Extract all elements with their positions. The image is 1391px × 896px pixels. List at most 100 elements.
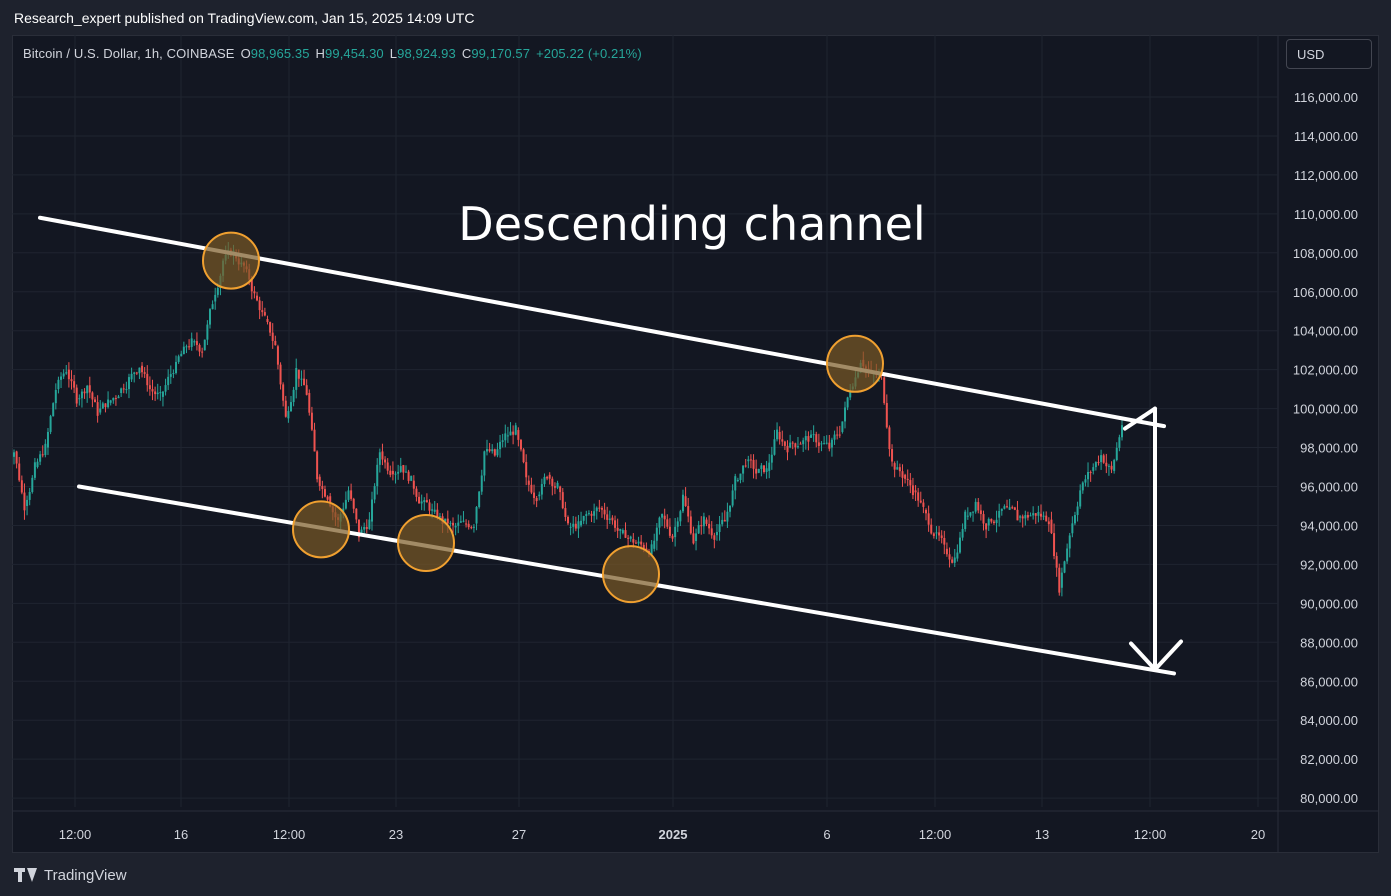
time-tick-label: 2025: [659, 827, 688, 842]
touch-highlight-top: [826, 334, 884, 393]
candle-body: [823, 443, 826, 445]
candle-body: [708, 523, 711, 529]
candle-body: [501, 440, 504, 442]
candle-body: [261, 310, 264, 313]
measure-arrow-top-cap: [1123, 406, 1157, 431]
candle-body: [953, 557, 956, 563]
candle-body: [62, 373, 65, 377]
candle-body: [1110, 465, 1113, 470]
candle-body: [914, 490, 917, 493]
candle-body: [208, 309, 211, 325]
candle-body: [415, 488, 418, 497]
candle-body: [574, 523, 577, 529]
candle-body: [1037, 511, 1040, 516]
candle-body: [378, 452, 381, 465]
candle-body: [1084, 479, 1087, 483]
channel-lines: [38, 215, 1176, 676]
candle-body: [945, 548, 948, 555]
candle-body: [410, 475, 413, 481]
candle-body: [1097, 462, 1100, 464]
candle-body: [402, 465, 405, 473]
candle-body: [681, 494, 684, 512]
touch-highlight-bottom: [292, 500, 350, 559]
candle-body: [1100, 455, 1103, 463]
candle-body: [917, 492, 920, 501]
publish-header: Research_expert published on TradingView…: [0, 0, 1391, 38]
candle-body: [810, 434, 813, 438]
candle-body: [350, 490, 353, 499]
candle-body: [253, 291, 256, 294]
legend-close: 99,170.57: [471, 46, 531, 61]
candle-body: [46, 431, 49, 448]
candle-body: [478, 491, 481, 508]
candle-body: [20, 480, 23, 493]
candle-body: [1006, 506, 1009, 508]
candle-body: [167, 376, 170, 386]
candle-body: [381, 451, 384, 460]
price-tick-label: 104,000.00: [1293, 324, 1358, 339]
candle-body: [838, 434, 841, 436]
legend-low-label: L: [389, 46, 398, 61]
candle-body: [18, 463, 21, 481]
candle-body: [642, 544, 645, 549]
candle-body: [1055, 556, 1058, 568]
candle-body: [274, 340, 277, 346]
candle-body: [621, 530, 624, 534]
candle-body: [1021, 516, 1024, 519]
candle-body: [778, 431, 781, 440]
candle-body: [930, 524, 933, 534]
candle-body: [1113, 460, 1116, 471]
candle-body: [1039, 513, 1042, 517]
currency-button[interactable]: USD: [1286, 39, 1372, 69]
candle-body: [606, 514, 609, 520]
candle-body: [603, 509, 606, 515]
candle-body: [951, 559, 954, 563]
candle-body: [1089, 471, 1092, 473]
currency-button-label: USD: [1297, 47, 1325, 62]
legend-high: 99,454.30: [325, 46, 384, 61]
footer-brand-label: TradingView: [44, 866, 127, 884]
candle-body: [177, 356, 180, 362]
price-tick-label: 110,000.00: [1294, 207, 1358, 222]
candle-body: [313, 429, 316, 452]
candle-body: [791, 442, 794, 444]
candle-body: [661, 514, 664, 518]
candle-body: [540, 484, 543, 495]
candle-body: [679, 511, 682, 522]
candle-body: [423, 500, 426, 503]
candle-body: [250, 279, 253, 292]
candle-body: [689, 516, 692, 534]
candle-body: [159, 392, 162, 394]
candle-body: [266, 319, 269, 323]
candle-body: [180, 353, 183, 357]
candle-body: [922, 502, 925, 507]
candle-body: [271, 332, 274, 341]
candle-body: [1019, 516, 1022, 518]
candle-body: [13, 452, 15, 457]
price-tick-label: 114,000.00: [1294, 129, 1358, 144]
candle-body: [757, 468, 760, 473]
candle-body: [1000, 508, 1003, 511]
candle-body: [773, 439, 776, 455]
candle-body: [475, 507, 478, 524]
price-chart[interactable]: Descending channel 116,000.00114,000.001…: [12, 35, 1379, 853]
candle-body: [52, 403, 55, 417]
candle-body: [467, 523, 470, 528]
candle-body: [509, 431, 512, 436]
candle-body: [600, 507, 603, 510]
candle-body: [99, 408, 102, 413]
candle-body: [185, 346, 188, 348]
candle-body: [776, 429, 779, 440]
candle-body: [979, 510, 982, 515]
candle-body: [1105, 462, 1108, 467]
candle-body: [420, 501, 423, 504]
candle-body: [107, 399, 110, 408]
tradingview-logo-icon: [14, 868, 38, 882]
footer-brand[interactable]: TradingView: [14, 864, 127, 886]
candle-body: [412, 480, 415, 489]
candle-body: [329, 496, 332, 507]
candle-body: [41, 454, 44, 456]
candle-body: [998, 510, 1001, 518]
candle-body: [269, 322, 272, 333]
candle-body: [1034, 513, 1037, 516]
